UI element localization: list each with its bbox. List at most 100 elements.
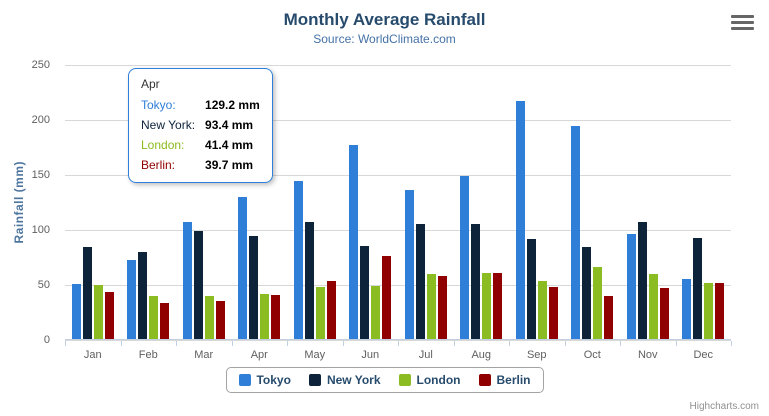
bar-new-york[interactable] [138, 252, 148, 339]
bar-berlin[interactable] [326, 281, 336, 339]
bar-tokyo[interactable] [71, 284, 81, 339]
bar-tokyo[interactable] [515, 101, 525, 339]
bar-london[interactable] [648, 273, 658, 339]
bar-london[interactable] [315, 287, 325, 339]
gridline [65, 65, 731, 66]
bar-london[interactable] [482, 273, 492, 339]
bar-berlin[interactable] [715, 282, 725, 339]
legend-swatch [478, 374, 491, 386]
chart-title: Monthly Average Rainfall [283, 10, 486, 29]
gridline [65, 230, 731, 231]
y-tick-label: 50 [37, 279, 50, 291]
bar-london[interactable] [537, 281, 547, 339]
bar-london[interactable] [204, 295, 214, 339]
bar-group-oct [565, 65, 621, 339]
legend-item-berlin[interactable]: Berlin [478, 373, 531, 387]
bar-tokyo[interactable] [182, 222, 192, 339]
bar-group-sep [509, 65, 565, 339]
bar-berlin[interactable] [160, 302, 170, 339]
bar-new-york[interactable] [360, 246, 370, 339]
y-tick-label: 100 [31, 224, 50, 236]
bar-london[interactable] [704, 282, 714, 339]
x-axis-tick [176, 341, 177, 346]
bar-new-york[interactable] [193, 230, 203, 339]
x-tick-label: Nov [637, 349, 658, 361]
x-axis-tick [453, 341, 455, 346]
x-axis-tick [731, 341, 732, 346]
legend-item-tokyo[interactable]: Tokyo [238, 373, 291, 387]
chart-context-menu-button[interactable] [730, 13, 755, 32]
highcharts-credits-link[interactable]: Highcharts.com [689, 401, 759, 412]
legend-label: Tokyo [256, 373, 291, 387]
legend: Tokyo New York London Berlin [225, 367, 544, 393]
bar-berlin[interactable] [604, 296, 614, 339]
bar-tokyo[interactable] [127, 260, 137, 339]
x-axis-labels: Jan Feb Mar Apr May Jun Jul Aug Sep Oct Nov Dec [65, 349, 731, 361]
x-axis-tick [342, 341, 344, 346]
x-axis-tick [120, 341, 122, 346]
bar-tokyo[interactable] [626, 233, 636, 339]
bar-berlin[interactable] [215, 301, 225, 339]
hamburger-icon [731, 27, 754, 30]
x-axis-tick [620, 341, 621, 346]
x-axis-tick [65, 341, 66, 346]
x-tick-label: May [304, 349, 326, 361]
legend-swatch [398, 374, 411, 386]
bar-london[interactable] [260, 293, 270, 339]
bar-new-york[interactable] [304, 222, 314, 339]
bar-new-york[interactable] [582, 247, 592, 339]
bar-london[interactable] [93, 285, 103, 339]
bar-tokyo[interactable] [349, 145, 359, 339]
y-tick-label: 250 [31, 59, 50, 71]
bar-new-york[interactable] [415, 223, 425, 339]
x-tick-label: Apr [250, 349, 268, 361]
bar-group-apr [232, 65, 288, 339]
hamburger-icon [731, 15, 754, 18]
y-tick-label: 150 [31, 169, 50, 181]
bar-group-jan [65, 65, 121, 339]
x-tick-label: Sep [526, 349, 547, 361]
bar-tokyo[interactable] [682, 279, 692, 339]
x-axis-tick [231, 341, 233, 346]
gridline [65, 285, 731, 286]
bar-new-york[interactable] [637, 221, 647, 339]
x-tick-label: Jun [361, 349, 380, 361]
gridline [65, 120, 731, 121]
bar-berlin[interactable] [437, 275, 447, 339]
bar-group-aug [454, 65, 510, 339]
bar-london[interactable] [149, 296, 159, 339]
bar-berlin[interactable] [548, 286, 558, 339]
bar-tokyo[interactable] [404, 189, 414, 339]
bar-tokyo[interactable] [460, 175, 470, 339]
bar-berlin[interactable] [382, 256, 392, 339]
x-axis-tick [509, 341, 510, 346]
hamburger-icon [731, 21, 754, 24]
x-tick-label: Feb [138, 349, 158, 361]
bar-berlin[interactable] [659, 287, 669, 339]
bar-london[interactable] [371, 285, 381, 339]
bar-new-york[interactable] [249, 236, 259, 339]
legend-swatch [308, 374, 321, 386]
bar-group-may [287, 65, 343, 339]
x-tick-label: Aug [471, 349, 492, 361]
bar-tokyo[interactable] [293, 180, 303, 339]
bar-berlin[interactable] [493, 272, 503, 339]
bar-new-york[interactable] [82, 247, 92, 339]
legend-item-new-york[interactable]: New York [308, 373, 381, 387]
bar-tokyo[interactable] [571, 125, 581, 339]
bar-london[interactable] [426, 274, 436, 339]
bar-new-york[interactable] [471, 224, 481, 339]
bar-new-york[interactable] [693, 237, 703, 339]
bar-tokyo[interactable] [238, 196, 248, 339]
y-axis-labels: 0 50 100 150 200 250 [0, 59, 56, 346]
bar-berlin[interactable] [104, 292, 114, 339]
legend-item-london[interactable]: London [398, 373, 461, 387]
bar-london[interactable] [593, 267, 603, 339]
y-tick-label: 0 [43, 334, 50, 346]
bar-new-york[interactable] [526, 238, 536, 339]
x-tick-label: Jan [83, 349, 102, 361]
bar-berlin[interactable] [271, 295, 281, 339]
y-tick-label: 200 [31, 114, 50, 126]
x-axis-tick [675, 341, 677, 346]
